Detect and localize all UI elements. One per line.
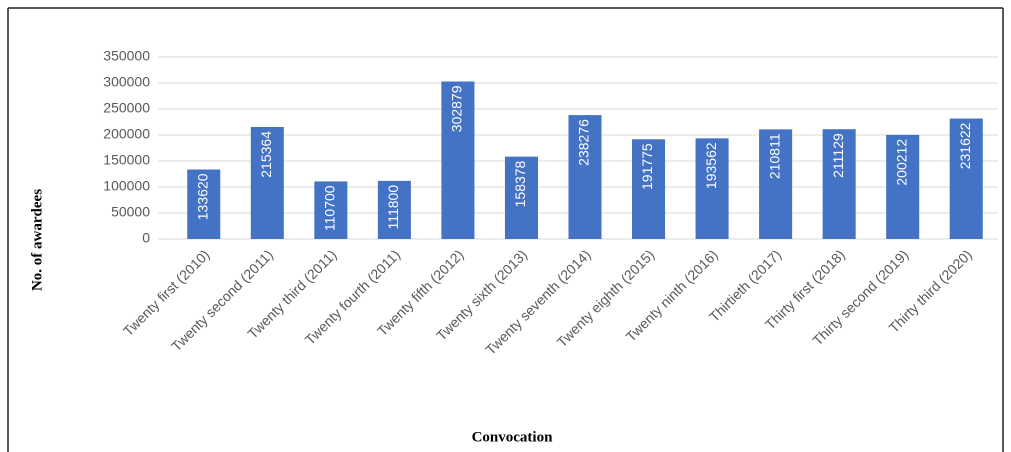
bar [504,156,538,239]
bar [759,129,793,239]
data-label: 133620 [194,173,210,220]
data-label: 210811 [766,133,782,179]
data-label: 200212 [893,139,909,186]
bar [250,127,284,239]
bar [695,138,729,239]
bar [187,169,221,239]
data-label: 191775 [639,143,655,190]
data-label: 211129 [830,133,846,178]
data-label: 231622 [957,122,973,169]
bar [822,129,856,239]
y-tick-label: 300000 [103,74,150,90]
y-tick-label: 50000 [111,204,150,220]
y-tick-label: 250000 [103,100,150,116]
data-label: 302879 [449,85,465,132]
y-tick-label: 100000 [103,178,150,194]
y-tick-label: 0 [142,230,150,246]
bar [949,118,983,239]
data-label: 193562 [703,142,719,189]
data-label: 110700 [322,185,338,231]
bar [441,81,475,239]
y-tick-label: 200000 [103,126,150,142]
x-tick-label: Twenty seventh (2014) [482,246,593,357]
data-label: 215364 [258,131,274,178]
y-tick-label: 350000 [103,48,150,64]
y-axis-title: No. of awardees [29,189,45,291]
bar [568,115,602,239]
bar [314,181,348,239]
bar [377,180,411,239]
data-label: 111800 [385,185,401,230]
data-label: 238276 [576,119,592,166]
bar [632,139,666,239]
bar [886,134,920,239]
data-label: 158378 [512,160,528,207]
y-tick-label: 150000 [103,152,150,168]
x-axis-title: Convocation [472,429,553,445]
